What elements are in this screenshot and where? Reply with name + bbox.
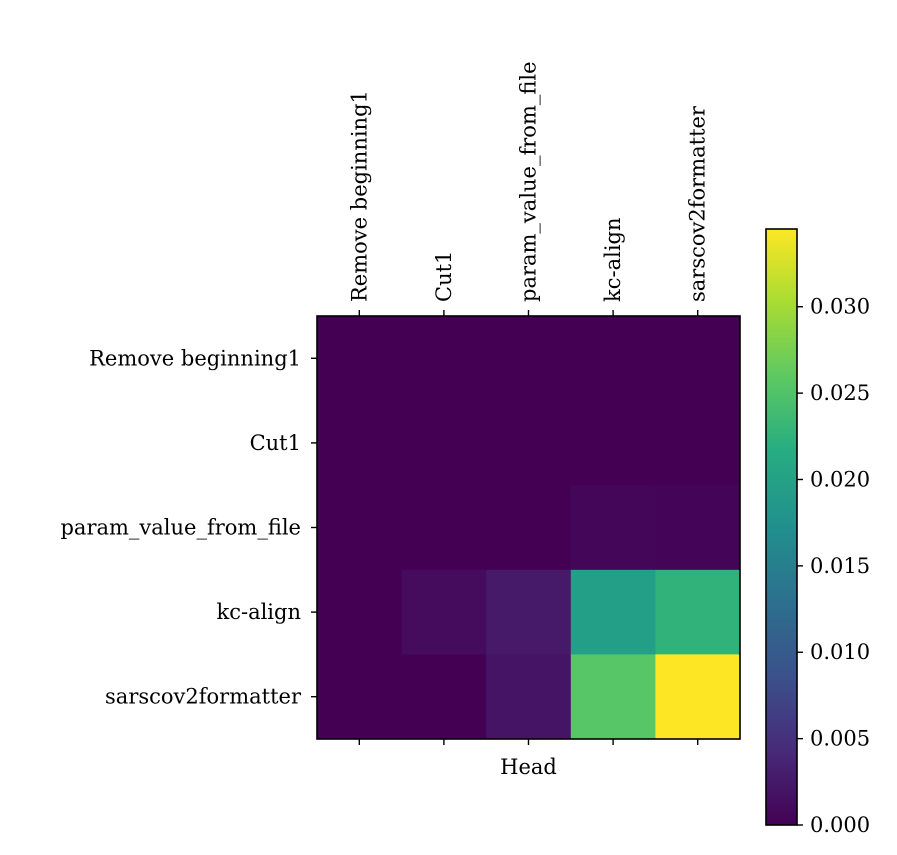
heatmap-cell-r4-c3 <box>570 654 656 740</box>
x-tick-label: param_value_from_file <box>517 61 541 302</box>
heatmap-cell-r2-c0 <box>317 485 403 571</box>
heatmap-cell-r0-c4 <box>655 316 741 402</box>
colorbar-tick-label: 0.020 <box>810 467 870 491</box>
colorbar-tick-label: 0.005 <box>810 727 870 751</box>
colorbar <box>765 228 798 826</box>
y-tick-label: param_value_from_file <box>60 516 301 540</box>
heatmap-cell-r4-c4 <box>655 654 741 740</box>
heatmap-cell-r3-c2 <box>486 569 572 655</box>
colorbar-tick-label: 0.030 <box>810 295 870 319</box>
heatmap-cell-r2-c1 <box>401 485 487 571</box>
colorbar-tick-label: 0.000 <box>810 813 870 837</box>
x-tick-label: sarscov2formatter <box>686 105 710 302</box>
colorbar-tick-label: 0.025 <box>810 381 870 405</box>
y-tick-label: Cut1 <box>250 431 301 455</box>
heatmap-cell-r2-c2 <box>486 485 572 571</box>
y-tick-label: Remove beginning1 <box>89 346 301 370</box>
heatmap-cell-r1-c3 <box>570 400 656 486</box>
heatmap-cell-r0-c0 <box>317 316 403 402</box>
heatmap-cell-r1-c4 <box>655 400 741 486</box>
heatmap-cell-r3-c3 <box>570 569 656 655</box>
heatmap-cell-r4-c0 <box>317 654 403 740</box>
heatmap-cell-r1-c1 <box>401 400 487 486</box>
heatmap-cells <box>317 316 741 740</box>
heatmap-cell-r0-c1 <box>401 316 487 402</box>
colorbar-tick-label: 0.015 <box>810 554 870 578</box>
heatmap-cell-r1-c2 <box>486 400 572 486</box>
heatmap-cell-r4-c2 <box>486 654 572 740</box>
x-tick-label: kc-align <box>601 217 625 302</box>
heatmap-cell-r2-c4 <box>655 485 741 571</box>
x-ticks: Remove beginning1 Cut1 param_value_from_fi… <box>347 61 710 745</box>
x-axis-label: Head <box>500 755 557 779</box>
colorbar-tick-label: 0.010 <box>810 640 870 664</box>
heatmap-cell-r4-c1 <box>401 654 487 740</box>
y-tick-label: sarscov2formatter <box>105 685 302 709</box>
x-tick-label: Cut1 <box>432 251 456 302</box>
heatmap-cell-r3-c1 <box>401 569 487 655</box>
heatmap-cell-r0-c3 <box>570 316 656 402</box>
heatmap-cell-r0-c2 <box>486 316 572 402</box>
x-tick-label: Remove beginning1 <box>347 90 371 302</box>
y-tick-label: kc-align <box>216 600 301 624</box>
heatmap-cell-r3-c4 <box>655 569 741 655</box>
heatmap-cell-r1-c0 <box>317 400 403 486</box>
y-ticks: Remove beginning1 Cut1 param_value_from_fi… <box>60 346 317 709</box>
colorbar-ticks: 0.000 0.005 0.010 0.015 0.020 0.025 0.030 <box>797 295 870 837</box>
heatmap-cell-r2-c3 <box>570 485 656 571</box>
heatmap-cell-r3-c0 <box>317 569 403 655</box>
